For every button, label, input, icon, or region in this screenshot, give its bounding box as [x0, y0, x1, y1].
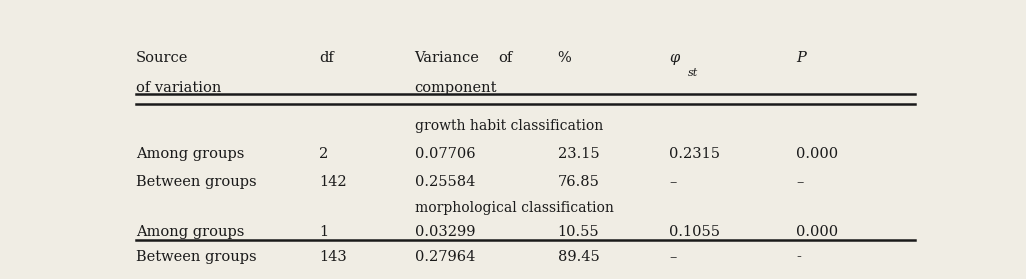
Text: component: component [415, 81, 497, 95]
Text: 143: 143 [319, 251, 347, 264]
Text: Variance: Variance [415, 51, 479, 65]
Text: 2: 2 [319, 147, 328, 161]
Text: 0.2315: 0.2315 [669, 147, 720, 161]
Text: Among groups: Among groups [136, 147, 244, 161]
Text: 76.85: 76.85 [558, 175, 599, 189]
Text: –: – [669, 175, 676, 189]
Text: 89.45: 89.45 [558, 251, 599, 264]
Text: 142: 142 [319, 175, 347, 189]
Text: 1: 1 [319, 225, 328, 239]
Text: φ: φ [669, 51, 679, 65]
Text: 0.03299: 0.03299 [415, 225, 475, 239]
Text: Among groups: Among groups [136, 225, 244, 239]
Text: of: of [498, 51, 512, 65]
Text: df: df [319, 51, 333, 65]
Text: growth habit classification: growth habit classification [415, 119, 602, 133]
Text: P: P [796, 51, 806, 65]
Text: 0.000: 0.000 [796, 147, 838, 161]
Text: Between groups: Between groups [136, 175, 256, 189]
Text: 23.15: 23.15 [558, 147, 599, 161]
Text: –: – [796, 175, 803, 189]
Text: 0.27964: 0.27964 [415, 251, 475, 264]
Text: st: st [688, 68, 699, 78]
Text: -: - [796, 251, 801, 264]
Text: 10.55: 10.55 [558, 225, 599, 239]
Text: 0.000: 0.000 [796, 225, 838, 239]
Text: Source: Source [136, 51, 189, 65]
Text: 0.07706: 0.07706 [415, 147, 475, 161]
Text: morphological classification: morphological classification [415, 201, 614, 215]
Text: 0.1055: 0.1055 [669, 225, 720, 239]
Text: –: – [669, 251, 676, 264]
Text: Between groups: Between groups [136, 251, 256, 264]
Text: 0.25584: 0.25584 [415, 175, 475, 189]
Text: of variation: of variation [136, 81, 222, 95]
Text: %: % [558, 51, 571, 65]
